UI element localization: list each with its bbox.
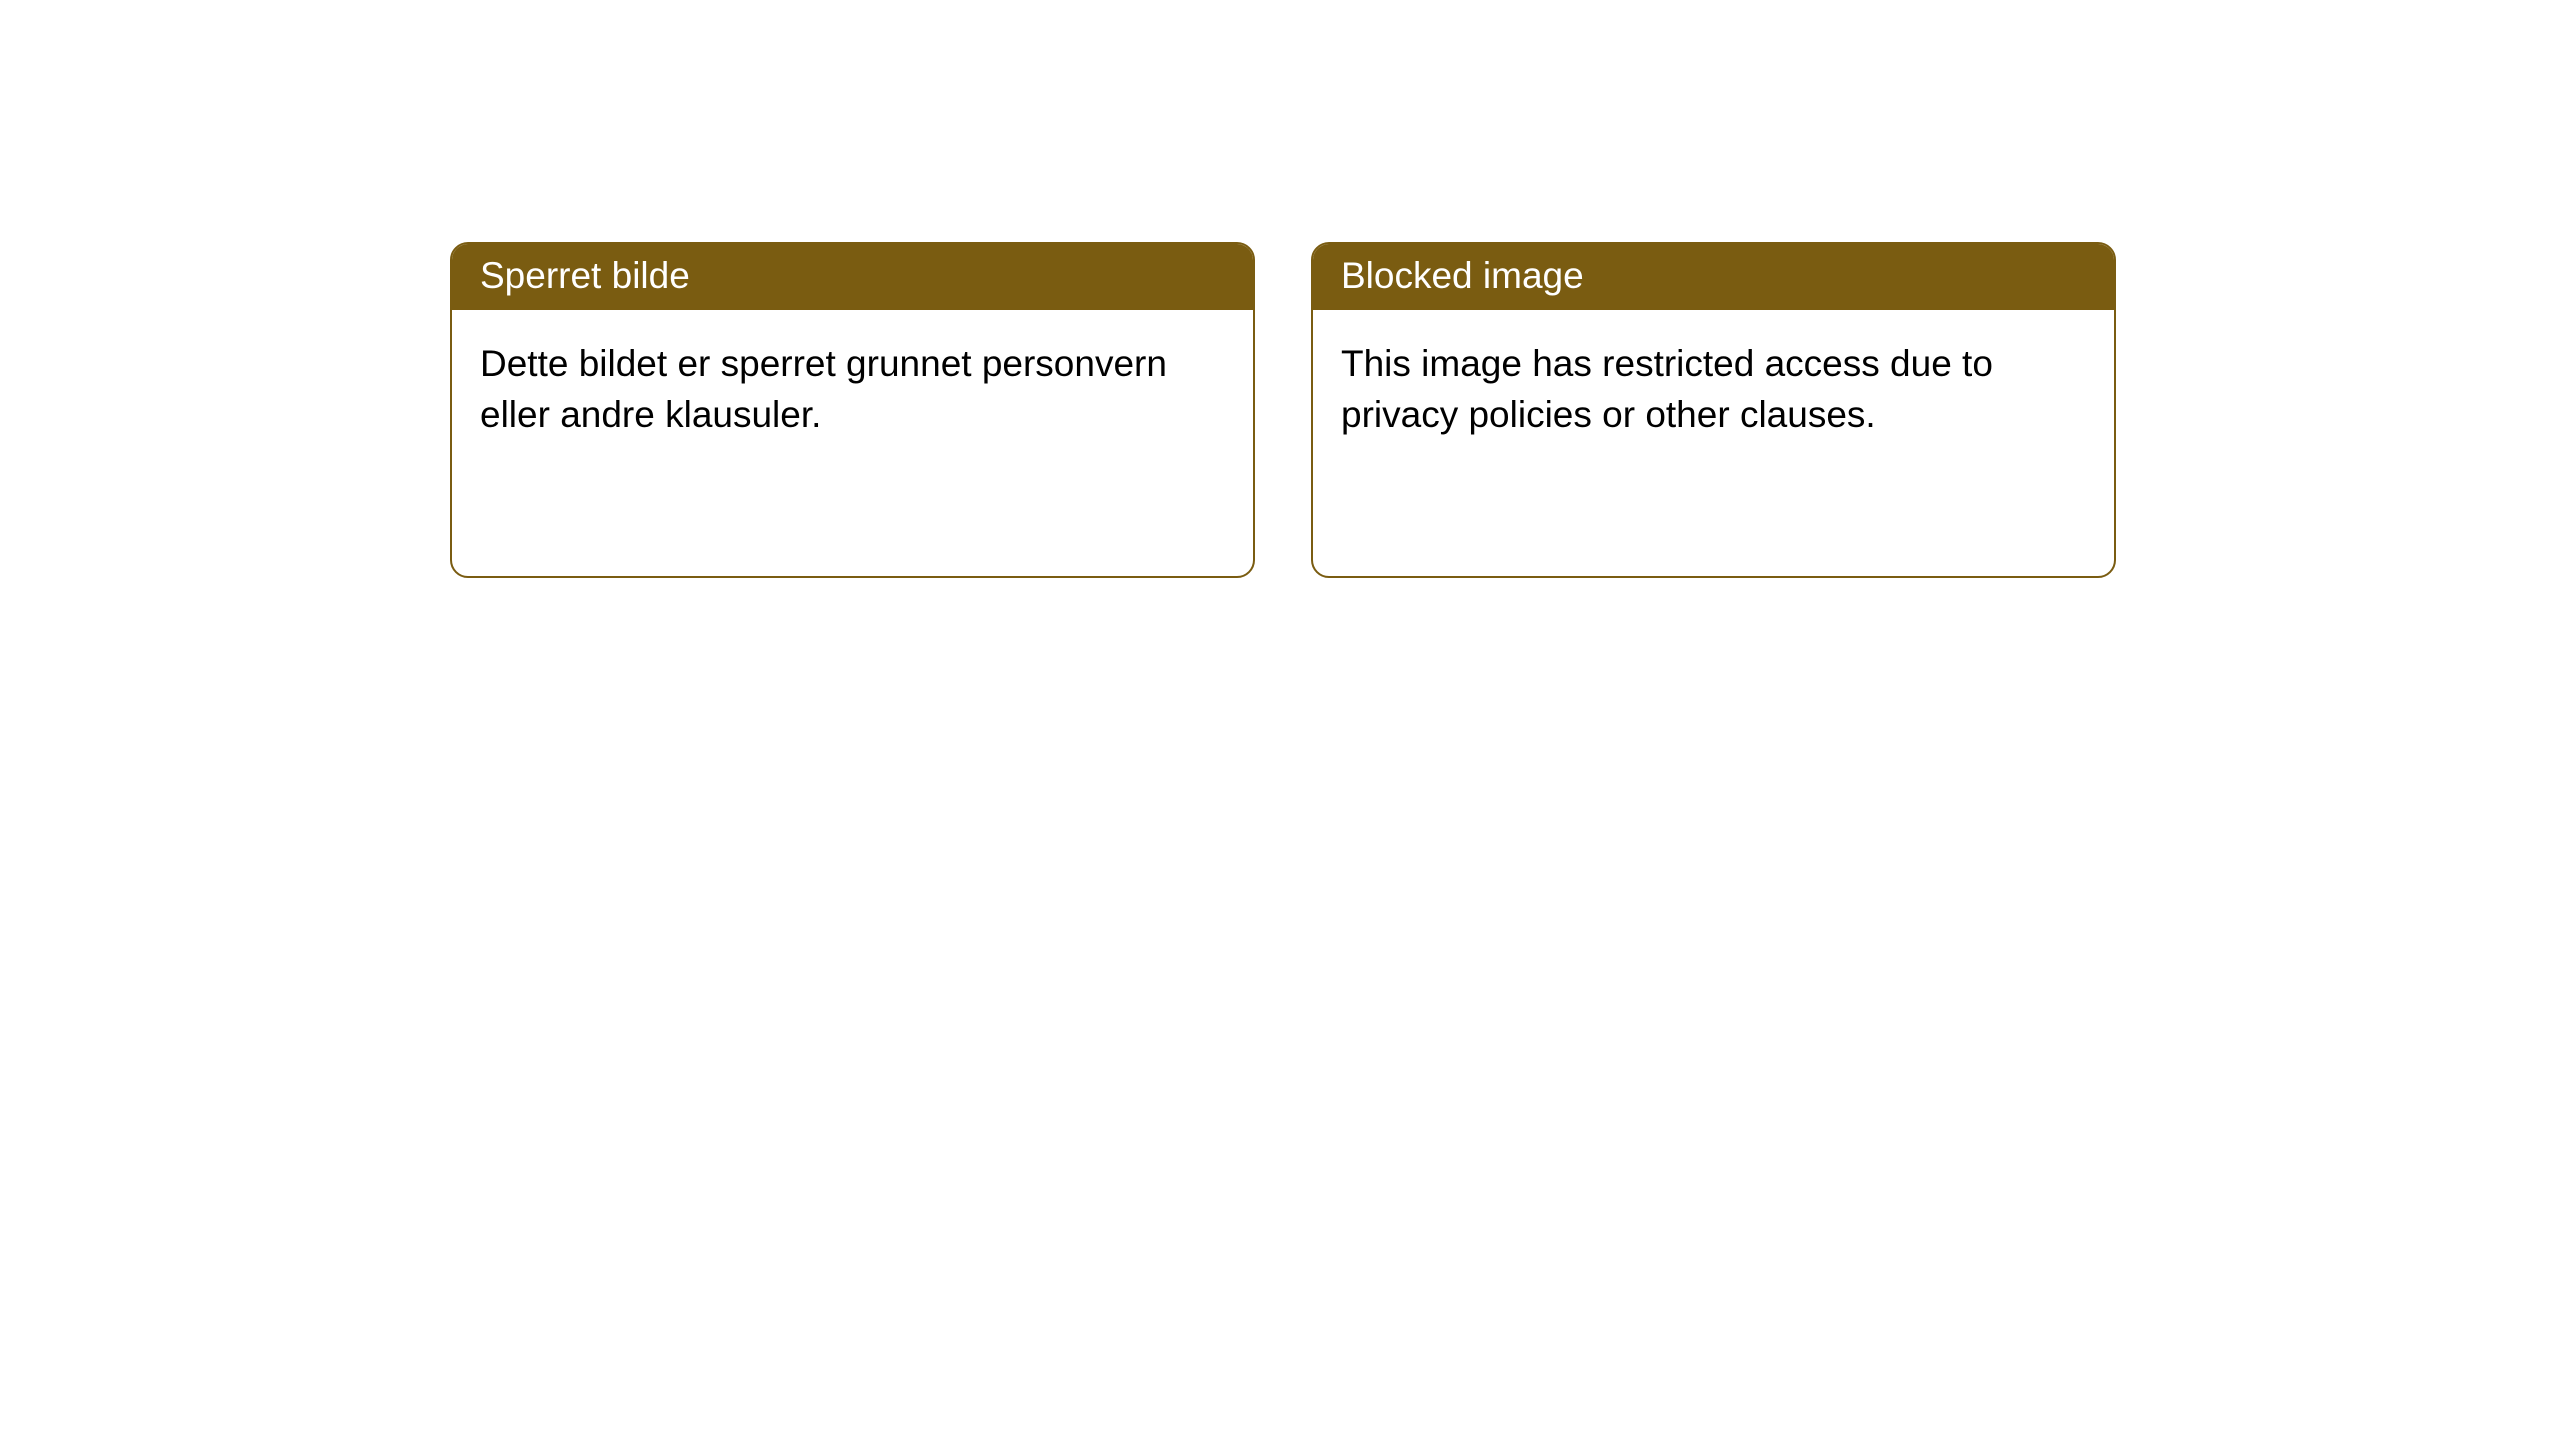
notice-container: Sperret bilde Dette bildet er sperret gr… xyxy=(0,0,2560,578)
notice-title: Sperret bilde xyxy=(452,244,1253,310)
notice-body: Dette bildet er sperret grunnet personve… xyxy=(452,310,1253,468)
notice-card-norwegian: Sperret bilde Dette bildet er sperret gr… xyxy=(450,242,1255,578)
notice-card-english: Blocked image This image has restricted … xyxy=(1311,242,2116,578)
notice-body: This image has restricted access due to … xyxy=(1313,310,2114,468)
notice-title: Blocked image xyxy=(1313,244,2114,310)
